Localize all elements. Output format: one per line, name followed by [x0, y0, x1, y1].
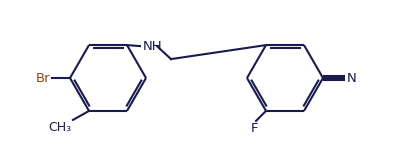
Text: F: F [251, 122, 259, 135]
Text: Br: Br [35, 72, 50, 84]
Text: N: N [347, 72, 357, 84]
Text: NH: NH [143, 40, 163, 53]
Text: CH₃: CH₃ [48, 121, 71, 134]
